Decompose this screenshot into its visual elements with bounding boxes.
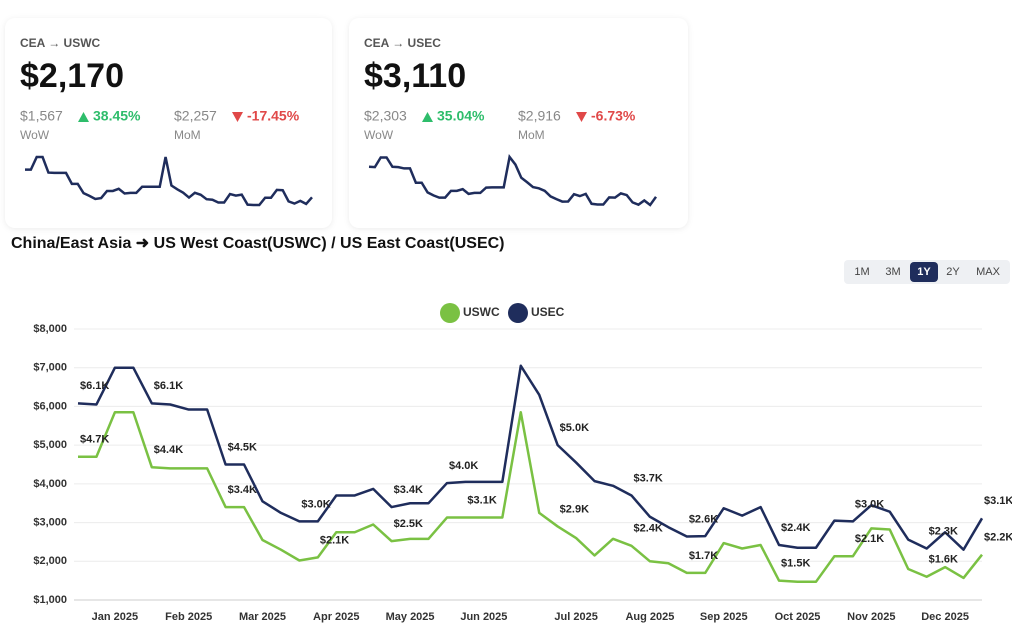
change: -6.73% — [591, 108, 636, 124]
y-tick-label: $6,000 — [33, 400, 67, 412]
range-label[interactable]: 1M — [854, 266, 869, 278]
x-tick-label: Jul 2025 — [554, 611, 597, 623]
range-label[interactable]: 1Y — [917, 266, 931, 278]
arrow-up — [78, 112, 89, 122]
price: $3,110 — [364, 57, 466, 95]
prev-value: $2,303 — [364, 108, 407, 124]
route: CEA → USEC — [364, 36, 441, 50]
y-tick-label: $4,000 — [33, 478, 67, 490]
change: 35.04% — [437, 108, 485, 124]
y-tick-label: $7,000 — [33, 362, 67, 374]
period: MoM — [174, 128, 201, 142]
value-label: $6.1K — [80, 380, 109, 392]
value-label: $2.9K — [560, 503, 589, 515]
value-label: $2.4K — [633, 523, 662, 535]
value-label: $1.6K — [929, 554, 958, 566]
value-label: $2.4K — [781, 522, 810, 534]
arrow-down — [232, 112, 243, 122]
value-label: $4.0K — [449, 460, 478, 472]
value-label: $1.7K — [689, 550, 718, 562]
x-tick-label: Oct 2025 — [775, 611, 821, 623]
y-tick-label: $1,000 — [33, 594, 67, 606]
value-label: $3.0K — [301, 498, 330, 510]
change: -17.45% — [247, 108, 300, 124]
period: MoM — [518, 128, 545, 142]
period: WoW — [364, 128, 394, 142]
value-label: $4.4K — [154, 444, 183, 456]
value-label: $4.7K — [80, 434, 109, 446]
range-label[interactable]: MAX — [976, 266, 1001, 278]
x-tick-label: Jan 2025 — [92, 611, 138, 623]
line — [78, 410, 983, 584]
value-label: $2.5K — [394, 518, 423, 530]
x-tick-label: Dec 2025 — [921, 611, 969, 623]
x-tick-label: Nov 2025 — [847, 611, 895, 623]
value-label: $3.0K — [855, 498, 884, 510]
arrow-up — [422, 112, 433, 122]
value-label: $2.3K — [929, 525, 958, 537]
value-label: $2.1K — [855, 533, 884, 545]
value-label: $3.1K — [984, 495, 1012, 507]
y-tick-label: $3,000 — [33, 516, 67, 528]
heading: China/East Asia ➜ US West Coast(USWC) / … — [11, 235, 505, 252]
x-tick-label: Jun 2025 — [460, 611, 507, 623]
y-tick-label: $2,000 — [33, 555, 67, 567]
legend-marker — [440, 303, 460, 323]
route: CEA → USWC — [20, 36, 101, 50]
card-bg — [349, 18, 688, 228]
value-label: $2.6K — [689, 513, 718, 525]
value-label: $2.2K — [984, 532, 1012, 544]
x-tick-label: Mar 2025 — [239, 611, 286, 623]
price: $2,170 — [20, 57, 124, 95]
legend-label: USWC — [463, 305, 500, 319]
range-label[interactable]: 2Y — [946, 266, 960, 278]
card-bg — [5, 18, 332, 228]
sparkline — [368, 154, 658, 207]
x-tick-label: Aug 2025 — [625, 611, 674, 623]
y-tick-label: $5,000 — [33, 439, 67, 451]
chart-panel — [10, 290, 1010, 631]
value-label: $1.5K — [781, 558, 810, 570]
x-tick-label: Apr 2025 — [313, 611, 359, 623]
value-label: $4.5K — [228, 441, 257, 453]
x-tick-label: Feb 2025 — [165, 611, 212, 623]
x-tick-label: May 2025 — [386, 611, 435, 623]
x-tick-label: Sep 2025 — [700, 611, 748, 623]
line — [77, 364, 984, 551]
prev-value: $2,916 — [518, 108, 561, 124]
y-tick-label: $8,000 — [33, 323, 67, 335]
value-label: $3.4K — [394, 484, 423, 496]
sparkline — [25, 155, 313, 207]
prev-value: $2,257 — [174, 108, 217, 124]
value-label: $3.7K — [633, 472, 662, 484]
period: WoW — [20, 128, 50, 142]
legend-label: USEC — [531, 305, 565, 319]
change: 38.45% — [93, 108, 141, 124]
value-label: $3.1K — [467, 494, 496, 506]
arrow-down — [576, 112, 587, 122]
legend-marker — [508, 303, 528, 323]
range-label[interactable]: 3M — [885, 266, 900, 278]
value-label: $6.1K — [154, 380, 183, 392]
range-button[interactable] — [910, 262, 938, 282]
value-label: $5.0K — [560, 422, 589, 434]
prev-value: $1,567 — [20, 108, 63, 124]
value-label: $3.4K — [228, 484, 257, 496]
value-label: $2.1K — [320, 534, 349, 546]
